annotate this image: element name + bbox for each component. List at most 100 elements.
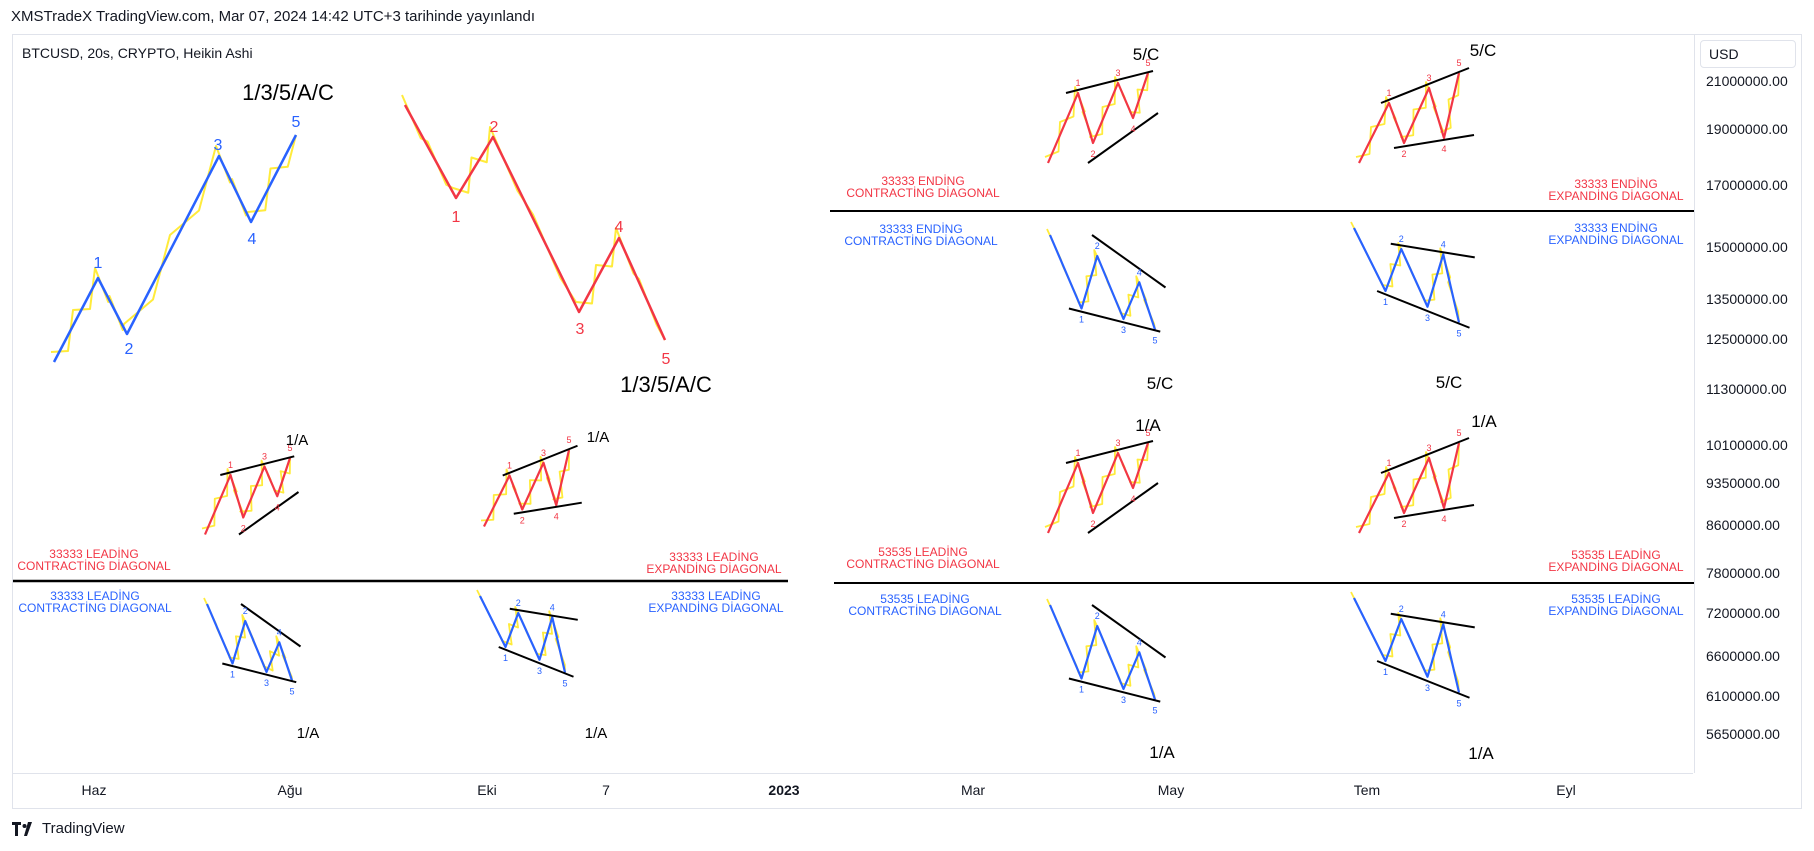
- pattern-label: CONTRACTİNG DİAGONAL: [844, 234, 998, 248]
- trendline: [1393, 134, 1475, 149]
- chart-frame[interactable]: [12, 34, 1802, 809]
- wave-degree-label: 1/3/5/A/C: [620, 372, 712, 397]
- wave-label: 3: [1425, 313, 1430, 323]
- wave-label: 4: [1137, 267, 1142, 277]
- time-axis[interactable]: [13, 773, 1693, 808]
- pattern-label: CONTRACTİNG DİAGONAL: [846, 186, 1000, 200]
- wave-label: 2: [1399, 234, 1404, 244]
- pattern-label: EXPANDİNG DİAGONAL: [648, 601, 783, 615]
- wave-label: 4: [1130, 124, 1135, 134]
- wave-label: 2: [1090, 519, 1095, 529]
- yellow-noise-path: [50, 134, 297, 353]
- pattern-label: EXPANDİNG DİAGONAL: [646, 562, 781, 576]
- pattern-label: 53535 LEADİNG: [880, 592, 969, 606]
- wave-label: 3: [541, 448, 546, 458]
- trendline: [220, 455, 295, 476]
- wave-label: 1: [230, 670, 235, 680]
- pattern-label: EXPANDİNG DİAGONAL: [1548, 233, 1683, 247]
- wave-label: 3: [262, 452, 267, 462]
- wave-label: 1: [503, 653, 508, 663]
- wave-label: 5: [1456, 428, 1461, 438]
- diagonal-wave-path: [1353, 597, 1461, 693]
- wave-label: 2: [520, 516, 525, 526]
- trendline: [1068, 677, 1161, 703]
- wave-label: 4: [1441, 144, 1446, 154]
- trendline: [238, 491, 300, 536]
- wave-label: 1: [452, 209, 461, 226]
- pattern-label: EXPANDİNG DİAGONAL: [1548, 560, 1683, 574]
- wave-label: 5: [292, 114, 301, 131]
- blue-impulse-path: [52, 134, 298, 363]
- pattern-label: 33333 ENDİNG: [881, 174, 964, 188]
- wave-label: 3: [1115, 438, 1120, 448]
- yellow-noise-path: [480, 449, 570, 522]
- diagonal-wave-path: [1358, 442, 1461, 534]
- footer: TradingView: [12, 820, 125, 837]
- price-label: 8600000.00: [1706, 517, 1780, 533]
- pattern-label: 33333 ENDİNG: [1574, 221, 1657, 235]
- time-label: Eyl: [1556, 782, 1576, 798]
- yellow-noise-path: [1350, 591, 1460, 693]
- wave-label: 1: [1075, 448, 1080, 458]
- wave-label: 5: [287, 443, 292, 453]
- wave-label: 2: [241, 524, 246, 534]
- wave-label: 5: [1145, 58, 1150, 68]
- wave-label: 5: [1456, 699, 1461, 709]
- yellow-noise-path: [1355, 442, 1460, 528]
- corner-label: 5/C: [1470, 41, 1496, 60]
- wave-label: 4: [277, 627, 282, 637]
- diagonal-wave-path: [1048, 604, 1157, 700]
- wave-label: 4: [1137, 637, 1142, 647]
- pattern-label: CONTRACTİNG DİAGONAL: [18, 601, 172, 615]
- pattern-label: 33333 LEADİNG: [671, 589, 760, 603]
- wave-label: 2: [1399, 604, 1404, 614]
- time-label: May: [1157, 782, 1185, 798]
- wave-label: 5: [1152, 706, 1157, 716]
- wave-label: 3: [1426, 443, 1431, 453]
- wave-label: 1: [1079, 685, 1084, 695]
- trendline: [1376, 290, 1470, 329]
- wave-label: 1: [94, 255, 103, 272]
- wave-label: 4: [1130, 494, 1135, 504]
- wave-label: 3: [264, 678, 269, 688]
- wave-label: 4: [1441, 609, 1446, 619]
- corner-label: 1/A: [585, 725, 608, 742]
- diagonal-wave-path: [1353, 227, 1461, 323]
- corner-label: 1/A: [1135, 416, 1161, 435]
- price-label: 11300000.00: [1706, 381, 1787, 397]
- wave-label: 4: [1441, 514, 1446, 524]
- diagonal-wave-path: [205, 603, 294, 681]
- currency-button[interactable]: USD: [1700, 40, 1796, 68]
- wave-label: 3: [1425, 683, 1430, 693]
- trendline: [509, 607, 578, 621]
- trendline: [1068, 307, 1161, 333]
- yellow-noise-path: [1044, 72, 1149, 158]
- wave-label: 2: [1401, 519, 1406, 529]
- wave-label: 5: [1456, 329, 1461, 339]
- corner-label: 1/A: [297, 725, 320, 742]
- trendline: [1380, 67, 1470, 104]
- time-label: Eki: [477, 782, 497, 798]
- pattern-label: 33333 LEADİNG: [50, 589, 139, 603]
- wave-label: 2: [243, 606, 248, 616]
- wave-label: 1: [1383, 667, 1388, 677]
- corner-label: 5/C: [1133, 45, 1159, 64]
- trendline: [1393, 504, 1475, 519]
- diagonal-wave-path: [203, 457, 292, 535]
- price-axis[interactable]: [1694, 35, 1802, 773]
- trendline: [1380, 437, 1470, 474]
- wave-label: 2: [490, 119, 499, 136]
- diagonal-wave-path: [1046, 442, 1150, 534]
- wave-label: 5: [566, 435, 571, 445]
- price-label: 12500000.00: [1706, 331, 1788, 347]
- pattern-label: CONTRACTİNG DİAGONAL: [848, 604, 1002, 618]
- wave-label: 4: [275, 502, 280, 512]
- wave-label: 3: [1115, 68, 1120, 78]
- wave-label: 5: [289, 687, 294, 697]
- wave-label: 2: [1401, 149, 1406, 159]
- trendline: [222, 662, 297, 684]
- corner-label: 5/C: [1436, 373, 1462, 392]
- wave-label: 4: [1441, 239, 1446, 249]
- yellow-noise-path: [1044, 442, 1149, 528]
